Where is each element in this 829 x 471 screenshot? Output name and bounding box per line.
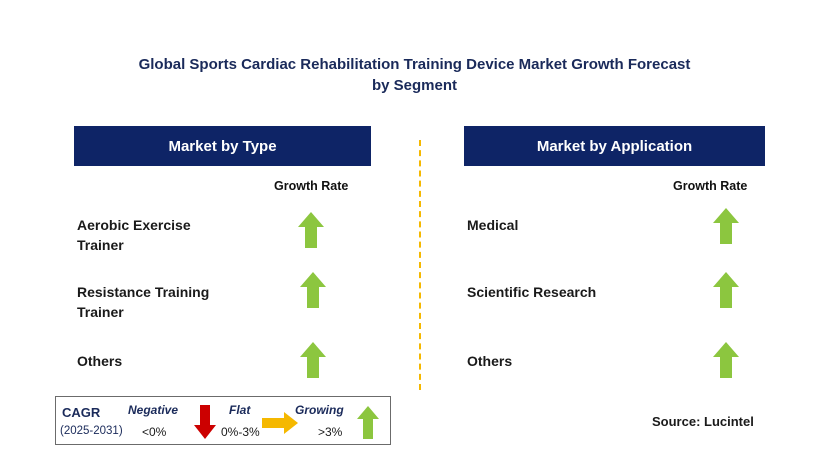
growing-arrow-icon — [300, 272, 326, 308]
type-row-aerobic-line1: Aerobic Exercise — [77, 217, 191, 233]
flat-arrow-icon — [262, 412, 298, 434]
type-row-others-line1: Others — [77, 353, 123, 369]
app-row-scientific-research: Scientific Research — [467, 284, 597, 300]
legend-negative-label: Negative — [128, 403, 179, 417]
growing-arrow-icon — [713, 208, 739, 244]
type-row-resistance-line2: Trainer — [77, 304, 124, 320]
market-by-application-header: Market by Application — [464, 126, 765, 166]
app-row-others: Others — [467, 353, 513, 369]
growing-arrow-icon — [298, 212, 324, 248]
type-row-aerobic: Aerobic Exercise Trainer — [77, 215, 191, 255]
type-row-resistance-line1: Resistance Training — [77, 284, 210, 300]
type-row-resistance: Resistance Training Trainer — [77, 282, 209, 322]
left-growth-rate-label: Growth Rate — [274, 179, 349, 193]
source-label: Source: Lucintel — [652, 414, 754, 429]
legend-flat-value: 0%-3% — [221, 425, 260, 439]
legend-period: (2025-2031) — [60, 425, 123, 437]
growing-arrow-icon — [713, 342, 739, 378]
legend-flat-label: Flat — [229, 403, 251, 417]
type-row-others: Others — [77, 351, 122, 371]
growing-arrow-icon — [357, 406, 379, 439]
title-line-1: Global Sports Cardiac Rehabilitation Tra… — [138, 56, 691, 73]
title-line-2: by Segment — [371, 77, 458, 94]
market-by-type-header: Market by Type — [74, 126, 371, 166]
cagr-legend: CAGR (2025-2031) Negative <0% Flat 0%-3%… — [55, 396, 391, 445]
chart-title: Global Sports Cardiac Rehabilitation Tra… — [0, 54, 829, 96]
legend-negative-value: <0% — [142, 425, 167, 439]
type-row-aerobic-line2: Trainer — [77, 237, 124, 253]
legend-growing-label: Growing — [295, 403, 344, 417]
app-row-medical: Medical — [467, 217, 519, 233]
growing-arrow-icon — [300, 342, 326, 378]
growing-arrow-icon — [713, 272, 739, 308]
legend-growing-value: >3% — [318, 425, 343, 439]
right-growth-rate-label: Growth Rate — [673, 179, 748, 193]
panel-divider — [419, 140, 421, 390]
negative-arrow-icon — [194, 405, 216, 439]
legend-cagr-label: CAGR — [62, 405, 101, 420]
